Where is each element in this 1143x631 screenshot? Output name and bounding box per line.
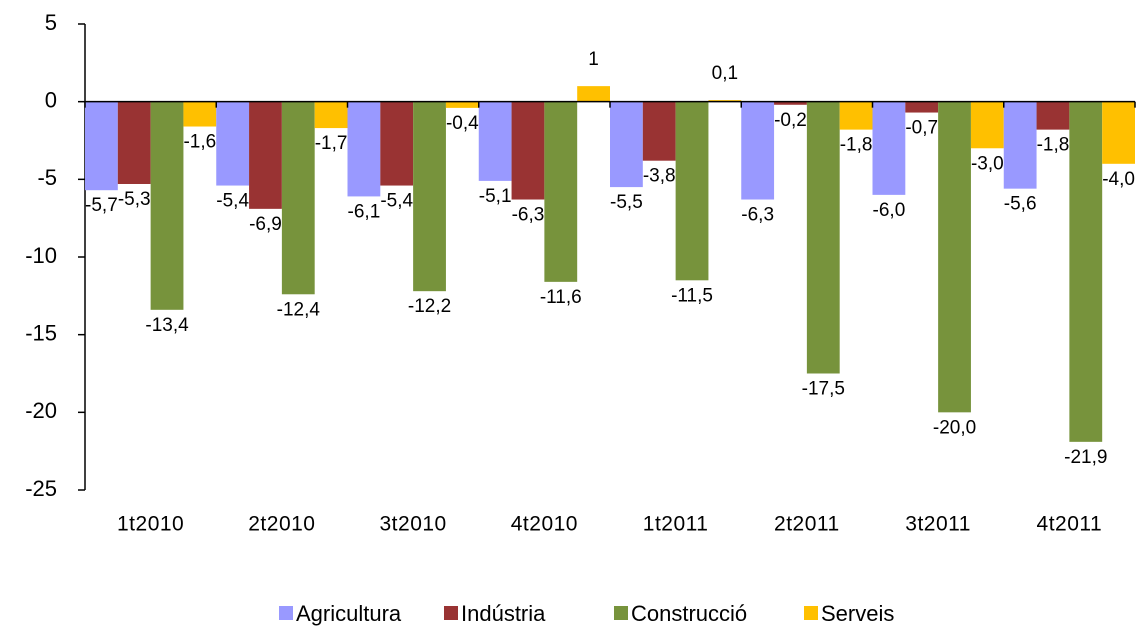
bar	[741, 101, 775, 200]
bar	[249, 101, 282, 209]
bar	[872, 101, 906, 195]
bar	[544, 101, 578, 282]
value-label: -0,2	[774, 110, 807, 131]
bar	[708, 100, 742, 102]
y-tick-label: -15	[25, 320, 57, 345]
bar	[905, 101, 939, 113]
bar	[314, 101, 348, 129]
bar	[445, 101, 479, 108]
bar	[1069, 101, 1103, 442]
value-label: 0,1	[712, 63, 738, 84]
y-tick-label: -10	[25, 243, 57, 268]
value-label: -1,7	[315, 133, 348, 154]
value-label: -5,1	[479, 186, 512, 207]
value-label: -11,5	[671, 285, 713, 306]
legend-swatch	[614, 606, 628, 620]
value-label: -5,3	[118, 189, 151, 210]
bar	[216, 101, 250, 186]
x-tick-label: 3t2010	[380, 513, 447, 536]
value-label: -1,6	[183, 132, 216, 153]
value-label: -0,4	[446, 113, 479, 134]
value-label: -12,2	[408, 296, 451, 317]
bar	[938, 101, 971, 413]
legend-label: Agricultura	[296, 601, 402, 626]
bar	[380, 101, 414, 186]
value-label: -0,7	[905, 118, 938, 139]
value-label: -5,4	[216, 191, 249, 212]
value-label: -6,0	[873, 200, 906, 221]
value-label: -3,8	[643, 166, 676, 187]
x-tick-label: 3t2011	[905, 513, 971, 536]
bar	[183, 101, 217, 127]
x-tick-label: 4t2011	[1037, 513, 1103, 536]
value-label: -5,4	[380, 191, 413, 212]
bar	[150, 101, 184, 310]
value-label: -4,0	[1102, 169, 1135, 190]
value-label: -20,0	[933, 417, 976, 438]
bar	[642, 101, 676, 161]
legend-label: Serveis	[821, 601, 894, 626]
value-label: -5,6	[1004, 194, 1037, 215]
x-tick-label: 2t2011	[774, 513, 840, 536]
bar	[478, 101, 512, 181]
value-label: -21,9	[1064, 447, 1107, 468]
bar	[1003, 101, 1037, 189]
value-label: -11,6	[540, 287, 582, 308]
y-tick-label: -25	[25, 476, 57, 501]
value-label: -6,9	[249, 214, 282, 235]
y-tick-label: 5	[45, 10, 57, 35]
value-label: -6,3	[512, 205, 545, 226]
bar	[85, 101, 118, 191]
value-label: -5,7	[85, 195, 118, 216]
value-label: -1,8	[840, 135, 873, 156]
bar	[347, 101, 381, 197]
legend-swatch	[279, 606, 293, 620]
legend-swatch	[444, 606, 458, 620]
legend-label: Indústria	[461, 601, 546, 626]
value-label: -6,3	[741, 205, 774, 226]
value-label: -5,5	[610, 192, 643, 213]
value-label: -3,0	[971, 153, 1004, 174]
bar	[281, 101, 315, 295]
bar	[675, 101, 709, 281]
bar	[806, 101, 840, 374]
y-tick-label: -5	[37, 165, 57, 190]
bar	[774, 101, 807, 105]
value-label: -17,5	[802, 379, 845, 400]
bar	[117, 101, 151, 184]
bar	[1102, 101, 1135, 164]
x-tick-label: 1t2011	[643, 513, 709, 536]
bar	[1036, 101, 1070, 130]
y-tick-label: -20	[25, 398, 57, 423]
value-label: -13,4	[145, 315, 189, 336]
bar	[511, 101, 545, 200]
x-tick-label: 1t2010	[117, 513, 184, 536]
value-label: -6,1	[348, 201, 381, 222]
bar	[839, 101, 873, 130]
x-tick-label: 2t2010	[248, 513, 315, 536]
value-label: -1,8	[1037, 135, 1070, 156]
legend-swatch	[804, 606, 818, 620]
bar	[577, 86, 610, 102]
bar	[413, 101, 446, 292]
bar	[970, 101, 1004, 149]
y-tick-label: 0	[45, 87, 57, 112]
legend-label: Construcció	[631, 601, 747, 626]
value-label: -12,4	[277, 299, 321, 320]
bar	[610, 101, 643, 188]
value-label: 1	[588, 49, 599, 70]
x-tick-label: 4t2010	[511, 513, 578, 536]
